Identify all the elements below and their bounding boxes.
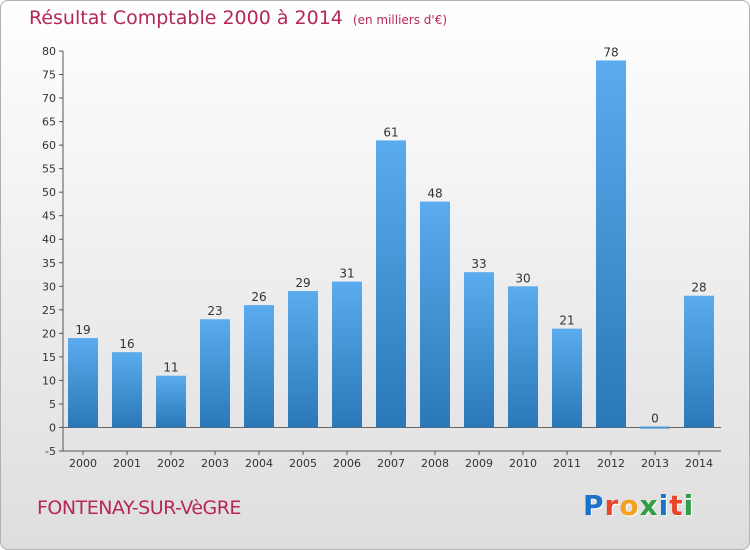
chart-title: Résultat Comptable 2000 à 2014 (en millie… [29,7,447,29]
bar-2001 [112,352,142,428]
town-name: FONTENAY-SUR-VèGRE [37,497,241,519]
data-label-2007: 61 [383,125,398,139]
x-tick-label: 2000 [69,457,97,470]
y-tick-label: 45 [42,210,56,223]
data-label-2002: 11 [163,361,178,375]
logo-letter: o [619,489,640,522]
bar-2006 [332,281,362,428]
x-tick-label: 2012 [597,457,625,470]
y-tick-label: 55 [42,163,56,176]
bar-2000 [68,338,98,428]
y-tick-label: 0 [49,421,56,434]
logo-letter: r [604,489,620,522]
y-tick-label: 65 [42,116,56,129]
y-tick-label: 30 [42,280,56,293]
data-label-2009: 33 [471,257,486,271]
y-tick-label: 20 [42,327,56,340]
data-label-2008: 48 [427,187,442,201]
x-tick-label: 2005 [289,457,317,470]
logo-letter: i [683,489,695,522]
bar-2002 [156,375,186,428]
data-label-2000: 19 [75,323,90,337]
y-tick-label: 35 [42,257,56,270]
x-tick-label: 2010 [509,457,537,470]
x-tick-label: 2006 [333,457,361,470]
bar-2010 [508,286,538,428]
logo-letter: t [669,489,684,522]
data-label-2003: 23 [207,304,222,318]
data-label-2001: 16 [119,337,134,351]
bar-2013 [640,426,670,429]
bar-2007 [376,140,406,428]
data-label-2011: 21 [559,314,574,328]
x-tick-label: 2001 [113,457,141,470]
y-tick-label: 40 [42,233,56,246]
x-tick-label: 2008 [421,457,449,470]
data-label-2010: 30 [515,271,530,285]
data-label-2006: 31 [339,267,354,281]
data-label-2013: 0 [651,411,659,425]
x-tick-label: 2014 [685,457,713,470]
bar-2008 [420,201,450,428]
bar-2012 [596,60,626,428]
x-tick-label: 2011 [553,457,581,470]
y-tick-label: 50 [42,186,56,199]
x-tick-label: 2002 [157,457,185,470]
chart-data-labels: 19 16 11 23 26 29 31 61 48 33 30 21 78 0 28 [75,45,706,425]
chart-subtitle: (en milliers d'€) [352,13,448,27]
chart-axes: -5 0 5 10 15 20 25 30 35 40 45 50 55 60 65 70 75 80 2000 20… [42,45,721,470]
logo-letter: P [583,489,605,522]
x-tick-label: 2003 [201,457,229,470]
y-tick-label: 10 [42,374,56,387]
chart-title-text: Résultat Comptable 2000 à 2014 [29,7,343,29]
bar-2011 [552,328,582,428]
y-tick-label: 60 [42,139,56,152]
y-tick-label: 25 [42,304,56,317]
bar-2009 [464,272,494,428]
x-tick-label: 2004 [245,457,273,470]
bar-2003 [200,319,230,428]
data-label-2005: 29 [295,276,310,290]
bar-2005 [288,291,318,428]
proxiti-logo: Proxiti [583,489,694,522]
y-tick-label: -5 [45,445,56,458]
data-label-2014: 28 [691,281,706,295]
bar-2014 [684,295,714,428]
logo-letter: x [639,489,659,522]
chart-bars [68,60,714,429]
y-tick-label: 70 [42,92,56,105]
y-tick-label: 75 [42,69,56,82]
y-tick-label: 80 [42,45,56,58]
x-tick-label: 2009 [465,457,493,470]
data-label-2004: 26 [251,290,266,304]
x-tick-label: 2013 [641,457,669,470]
bar-2004 [244,305,274,428]
x-tick-label: 2007 [377,457,405,470]
y-tick-label: 5 [49,398,56,411]
data-label-2012: 78 [603,45,618,59]
logo-letter: i [658,489,670,522]
y-tick-label: 15 [42,351,56,364]
